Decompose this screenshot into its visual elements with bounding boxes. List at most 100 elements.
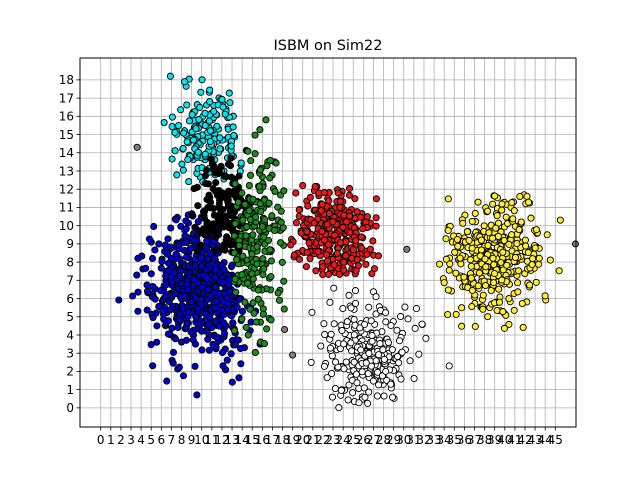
data-point (163, 377, 171, 385)
data-point (510, 306, 518, 314)
data-point (535, 254, 543, 262)
data-point (251, 150, 259, 158)
data-point (359, 225, 367, 233)
data-point (157, 287, 165, 295)
data-point (215, 186, 223, 195)
data-point (259, 310, 267, 318)
data-point (314, 248, 322, 256)
data-point (444, 226, 452, 235)
data-point (468, 286, 476, 295)
x-tick-label: 29 (386, 433, 401, 447)
data-point (375, 381, 383, 389)
data-point (489, 200, 497, 208)
data-point (320, 320, 328, 328)
data-point (168, 113, 176, 121)
data-point (495, 285, 503, 293)
x-tick-label: 20 (295, 433, 310, 447)
data-point (257, 207, 265, 216)
data-point (203, 237, 211, 245)
data-point (524, 248, 532, 257)
data-point (229, 123, 237, 131)
data-point (325, 197, 333, 205)
x-tick-label: 40 (497, 433, 512, 447)
data-point (210, 211, 219, 219)
data-point (519, 323, 527, 331)
data-point (505, 320, 513, 328)
data-point (442, 235, 450, 243)
data-point (368, 337, 376, 345)
data-point (352, 237, 360, 245)
data-point (196, 229, 204, 237)
data-point (490, 279, 498, 287)
data-point (463, 228, 471, 236)
data-point (274, 289, 282, 297)
data-point (482, 263, 490, 271)
data-point (555, 267, 563, 275)
data-point (360, 384, 368, 392)
data-point (311, 183, 319, 191)
y-tick-label: 0 (66, 401, 74, 415)
data-point (183, 138, 191, 146)
data-point (343, 318, 351, 326)
data-point (188, 236, 196, 244)
data-point (161, 293, 169, 301)
data-point (289, 351, 297, 359)
data-point (143, 281, 151, 289)
data-point (172, 290, 180, 298)
data-point (197, 262, 206, 270)
x-tick-label: 41 (507, 433, 522, 447)
data-point (259, 255, 267, 263)
data-point (387, 380, 395, 388)
y-tick-label: 12 (59, 183, 74, 197)
data-point (541, 292, 549, 300)
data-point (239, 252, 247, 260)
data-point (345, 191, 353, 199)
data-point (454, 242, 462, 250)
data-point (336, 197, 344, 206)
data-point (223, 356, 231, 364)
x-tick-label: 15 (245, 433, 260, 447)
data-point (556, 216, 564, 224)
data-point (372, 293, 380, 301)
data-point (133, 143, 141, 151)
data-point (382, 367, 390, 375)
data-point (352, 299, 360, 307)
data-point (172, 250, 180, 258)
data-point (452, 269, 460, 277)
data-point (143, 306, 151, 314)
data-point (191, 256, 199, 264)
data-point (374, 252, 383, 260)
data-point (287, 241, 295, 249)
data-point (494, 232, 502, 240)
data-point (206, 98, 214, 106)
data-point (363, 250, 371, 258)
data-point (474, 282, 482, 290)
data-point (364, 399, 372, 407)
data-point (366, 245, 374, 253)
data-point (347, 339, 355, 347)
data-point (183, 101, 191, 109)
y-tick-label: 7 (66, 274, 74, 288)
data-point (481, 255, 489, 263)
data-point (531, 244, 539, 252)
data-point (376, 340, 384, 348)
data-point (164, 317, 172, 325)
data-point (357, 346, 365, 354)
data-point (196, 103, 204, 111)
data-point (178, 160, 186, 168)
x-tick-label: 17 (265, 433, 280, 447)
data-point (337, 386, 345, 394)
data-point (498, 200, 506, 208)
data-point (467, 262, 475, 270)
data-point (514, 288, 522, 296)
x-tick-label: 25 (346, 433, 361, 447)
x-tick-label: 26 (356, 433, 371, 447)
x-tick-label: 1 (107, 433, 115, 447)
data-point (349, 246, 358, 254)
data-point (252, 318, 260, 326)
data-point (214, 334, 222, 342)
data-point (571, 240, 580, 248)
data-point (261, 216, 269, 224)
data-point (181, 232, 189, 240)
data-point (206, 193, 214, 202)
